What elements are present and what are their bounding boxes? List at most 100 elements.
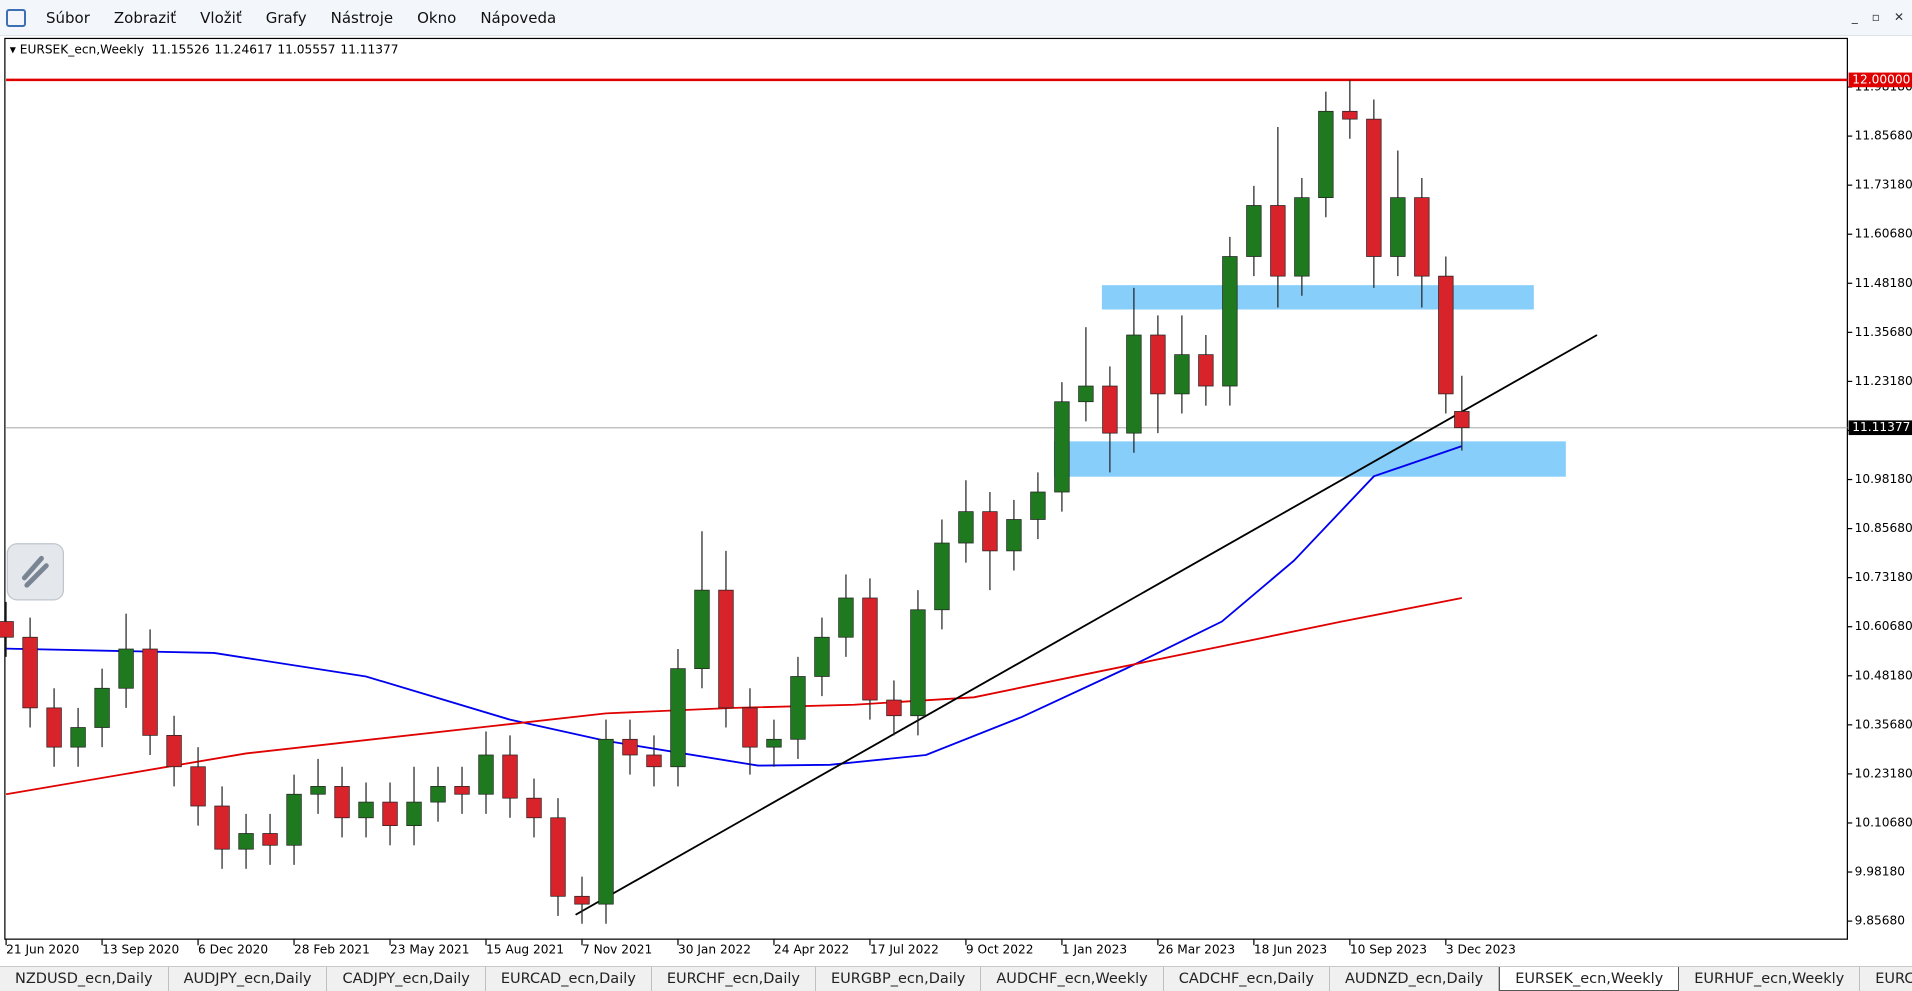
candle-body [502,754,518,799]
candle-body [358,801,374,819]
candle-body [406,801,422,827]
candle-body [550,817,566,897]
y-tick-label: 11.60680 [1855,227,1912,241]
candle-body [1102,385,1118,434]
candle-body [1390,197,1406,257]
y-tick-label: 10.98180 [1855,472,1912,486]
candle-body [454,786,470,795]
chart-tab[interactable]: AUDNZD_ecn,Daily [1330,967,1500,991]
y-tick-label: 10.60680 [1855,619,1912,633]
chart-tab[interactable]: EURHUF_ecn,Weekly [1679,967,1861,991]
plot-frame [4,37,1848,940]
x-tick-label: 6 Dec 2020 [198,943,268,957]
menu-item[interactable]: Okno [417,8,457,27]
x-tick-label: 28 Feb 2021 [294,943,370,957]
candle-body [22,636,38,709]
window-buttons: _ ▫ ✕ [1852,10,1904,24]
close[interactable]: ✕ [1893,10,1904,24]
candle-body [598,738,614,905]
y-tick-label: 9.85680 [1855,914,1905,928]
zone [1101,285,1534,310]
candle-body [670,668,686,768]
menu-item[interactable]: Nápoveda [480,8,557,27]
x-tick-label: 15 Aug 2021 [486,943,564,957]
menu-item[interactable]: Grafy [265,8,307,27]
price-label: 11.11377 [1852,420,1910,434]
candle-body [1078,385,1094,403]
x-tick-label: 23 May 2021 [390,943,469,957]
menu-item[interactable]: Nástroje [330,8,394,27]
menu-items: Súbor Zobraziť Vložiť Grafy Nástroje Okno Nápo… [34,9,568,27]
chart-tab[interactable]: EURCAD_ecn,Daily [486,967,652,991]
candle-body [238,833,254,850]
zone [1053,441,1566,477]
candle-body [142,648,158,736]
candle-body [334,786,350,819]
menu-item[interactable]: Vložiť [200,8,242,27]
x-tick-label: 17 Jul 2022 [870,943,939,957]
candle-body [0,621,14,638]
level-label-box [1848,72,1912,88]
candle-body [310,786,326,795]
candle-body [478,754,494,795]
candle-body [766,738,782,748]
candle-body [214,805,230,850]
app-icon[interactable] [6,8,26,27]
minimize[interactable]: _ [1851,10,1858,24]
candle-body [838,597,854,638]
candle-body [1054,401,1070,493]
header-open: 11.15526 [151,42,209,56]
chart-tab[interactable]: AUDJPY_ecn,Daily [169,967,328,991]
candle-body [94,687,110,728]
candle-body [286,793,302,846]
candle-body [1414,197,1430,277]
candle-body [694,589,710,670]
candle-body [814,636,830,677]
candle-body [118,648,134,689]
menu-item[interactable]: Súbor [46,8,90,27]
x-tick-label: 3 Dec 2023 [1446,943,1516,957]
candle-body [1318,110,1334,199]
candle-body [1246,205,1262,257]
chart-header: ▾ EURSEK_ecn,Weekly 11.15526 11.24617 11.05… [10,42,399,56]
chart-tab[interactable]: EURCHF_ecn,Daily [652,967,816,991]
chart-tab[interactable]: CADCHF_ecn,Daily [1164,967,1330,991]
restore[interactable]: ▫ [1871,10,1880,24]
candle-body [1366,118,1382,257]
y-tick-label: 10.23180 [1855,766,1912,780]
chart: 9.85680 9.98180 10.10680 10.23180 10.35680 10… [0,36,1912,966]
candle-body [1198,354,1214,387]
header-close: 11.11377 [340,42,398,56]
candle-body [262,833,278,846]
candle-body [1438,275,1454,395]
menu-item[interactable]: Zobraziť [113,8,177,27]
chart-tab[interactable]: NZDUSD_ecn,Daily [0,967,169,991]
candle-body [910,609,926,717]
candle-body [1270,205,1286,277]
chart-tab[interactable]: EURCZK_ecn,Daily [1860,967,1912,991]
candle-body [1454,411,1470,429]
y-tick-label: 11.35680 [1855,325,1912,339]
y-tick-label: 9.98180 [1855,865,1905,879]
y-tick-label: 10.48180 [1855,668,1912,682]
chart-tab[interactable]: EURGBP_ecn,Daily [816,967,982,991]
chart-tab[interactable]: AUDCHF_ecn,Weekly [981,967,1164,991]
chart-tab[interactable]: EURSEK_ecn,Weekly [1499,967,1680,991]
floating-tool-button[interactable] [6,543,65,601]
header-arrow: ▾ [10,42,20,56]
candle-body [1342,110,1358,120]
tool-icon [21,555,49,588]
y-tick-label: 11.48180 [1855,276,1912,290]
candle-body [646,754,662,768]
level-label: 12.00000 [1852,72,1910,86]
chart-tab[interactable]: CADJPY_ecn,Daily [327,967,486,991]
x-tick-label: 13 Sep 2020 [102,943,179,957]
x-tick-label: 9 Oct 2022 [966,943,1034,957]
candle-body [574,895,590,905]
candle-body [622,738,638,756]
candle-body [70,727,86,748]
candle-body [1174,354,1190,395]
x-tick-label: 26 Mar 2023 [1158,943,1235,957]
candle-body [1030,491,1046,520]
